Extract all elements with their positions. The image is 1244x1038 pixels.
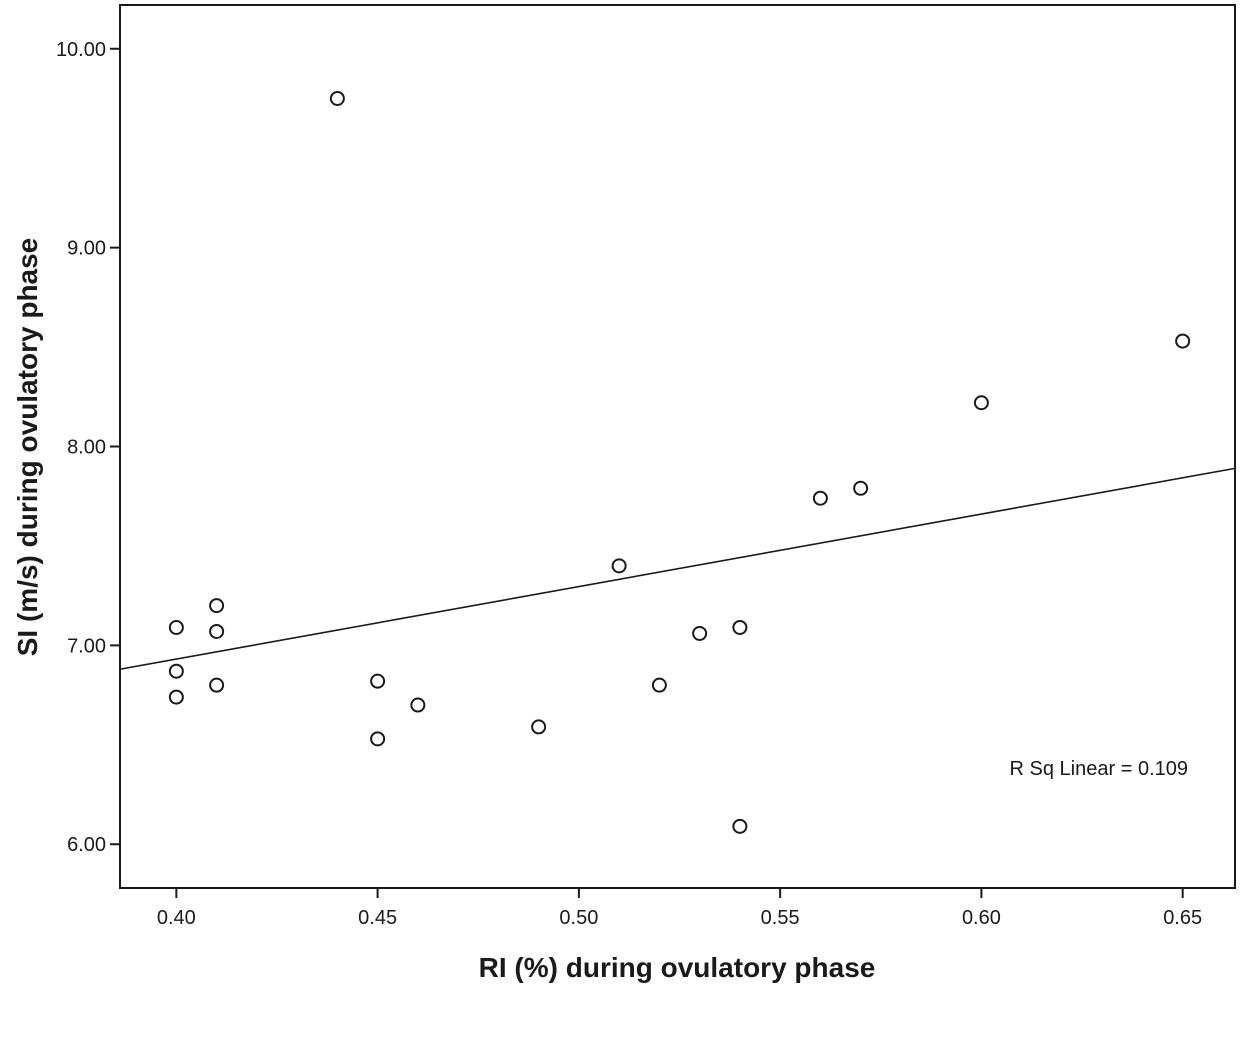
- x-tick-label: 0.40: [157, 907, 196, 929]
- data-point: [209, 677, 225, 693]
- x-axis-title: RI (%) during ovulatory phase: [479, 952, 876, 983]
- regression-line: [119, 467, 1236, 671]
- data-point: [410, 697, 426, 713]
- data-point: [168, 663, 184, 679]
- y-axis-ticks: 6.00 7.00 8.00 9.00 10.00: [56, 39, 120, 856]
- plot-frame: [119, 4, 1236, 889]
- y-tick-label: 8.00: [67, 437, 106, 459]
- data-point: [370, 673, 386, 689]
- y-tick-label: 7.00: [67, 635, 106, 657]
- data-points: [168, 90, 1191, 834]
- data-point: [329, 90, 345, 106]
- y-tick-label: 10.00: [56, 39, 106, 61]
- y-tick-label: 6.00: [67, 834, 106, 856]
- data-point: [853, 480, 869, 496]
- data-point: [209, 623, 225, 639]
- data-point: [209, 598, 225, 614]
- data-point: [732, 818, 748, 834]
- r-squared-annotation: R Sq Linear = 0.109: [1010, 758, 1188, 780]
- x-tick-label: 0.50: [559, 907, 598, 929]
- data-point: [732, 619, 748, 635]
- data-point: [812, 490, 828, 506]
- data-point: [370, 731, 386, 747]
- x-tick-label: 0.60: [962, 907, 1001, 929]
- x-axis-ticks: 0.40 0.45 0.50 0.55 0.60 0.65: [157, 888, 1202, 929]
- regression-line-group: [119, 467, 1236, 671]
- data-point: [611, 558, 627, 574]
- data-point: [168, 689, 184, 705]
- data-point: [651, 677, 667, 693]
- x-tick-label: 0.45: [358, 907, 397, 929]
- x-tick-label: 0.55: [761, 907, 800, 929]
- data-point: [531, 719, 547, 735]
- data-point: [692, 625, 708, 641]
- data-point: [1175, 333, 1191, 349]
- y-axis-title: SI (m/s) during ovulatory phase: [12, 238, 43, 657]
- data-point: [168, 619, 184, 635]
- y-tick-label: 9.00: [67, 238, 106, 260]
- x-tick-label: 0.65: [1163, 907, 1202, 929]
- data-point: [973, 395, 989, 411]
